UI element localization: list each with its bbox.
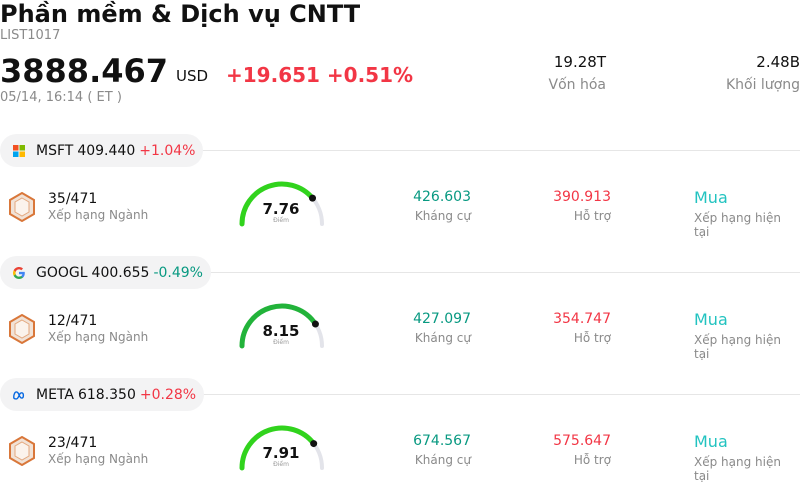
index-price: 3888.467 bbox=[0, 52, 169, 90]
score-gauge bbox=[239, 181, 324, 227]
score-label: Điểm bbox=[273, 339, 289, 346]
support-value: 575.647 bbox=[553, 433, 611, 449]
rank-badge-icon bbox=[9, 436, 35, 466]
score-gauge bbox=[239, 303, 324, 349]
score-gauge-marker bbox=[309, 194, 316, 202]
score-label: Điểm bbox=[273, 217, 289, 224]
industry-rank: 12/471 bbox=[48, 313, 98, 329]
stock-price: 409.440 bbox=[77, 142, 136, 159]
stock-pill-meta[interactable]: META 618.350 +0.28% bbox=[0, 378, 205, 411]
industry-rank-label: Xếp hạng Ngành bbox=[48, 452, 149, 466]
google-logo-icon bbox=[12, 266, 26, 280]
industry-rank: 35/471 bbox=[48, 191, 98, 207]
current-rating-label: Xếp hạng hiện tại bbox=[694, 211, 781, 239]
score-gauge bbox=[239, 425, 324, 471]
industry-rank-label: Xếp hạng Ngành bbox=[48, 208, 149, 222]
index-code: LIST1017 bbox=[0, 28, 61, 43]
score-gauge-marker bbox=[310, 440, 318, 448]
score-value: 8.15 bbox=[262, 322, 300, 340]
stock-change: +1.04% bbox=[139, 142, 196, 159]
page-title: Phần mềm & Dịch vụ CNTT bbox=[0, 0, 361, 28]
score-value: 7.91 bbox=[262, 444, 300, 462]
microsoft-logo-icon bbox=[12, 144, 26, 158]
resistance-value: 427.097 bbox=[413, 311, 471, 327]
market-cap-label: Vốn hóa bbox=[548, 77, 606, 93]
meta-logo-icon bbox=[12, 388, 26, 402]
resistance-label: Kháng cự bbox=[414, 209, 471, 223]
stock-symbol: GOOGL bbox=[36, 264, 88, 281]
support-label: Hỗ trợ bbox=[573, 209, 611, 223]
resistance-value: 426.603 bbox=[413, 189, 471, 205]
current-rating[interactable]: Mua bbox=[694, 310, 728, 329]
volume-label: Khối lượng bbox=[725, 77, 800, 93]
score-gauge-fill bbox=[239, 303, 318, 349]
current-rating[interactable]: Mua bbox=[694, 432, 728, 451]
stock-pill-googl[interactable]: GOOGL 400.655 -0.49% bbox=[0, 256, 211, 289]
section-divider bbox=[200, 272, 800, 273]
market-cap-value: 19.28T bbox=[553, 53, 606, 71]
stock-price: 400.655 bbox=[91, 264, 150, 281]
current-rating-label: Xếp hạng hiện tại bbox=[694, 455, 781, 483]
currency-label: USD bbox=[176, 67, 209, 85]
support-label: Hỗ trợ bbox=[573, 453, 611, 467]
stock-change: +0.28% bbox=[139, 386, 197, 403]
industry-rank: 23/471 bbox=[48, 435, 98, 451]
current-rating-label: Xếp hạng hiện tại bbox=[694, 333, 781, 361]
current-rating[interactable]: Mua bbox=[694, 188, 728, 207]
score-label: Điểm bbox=[273, 461, 289, 468]
score-value: 7.76 bbox=[262, 200, 300, 218]
resistance-label: Kháng cự bbox=[414, 453, 471, 467]
resistance-label: Kháng cự bbox=[414, 331, 471, 345]
stock-symbol: META bbox=[36, 386, 74, 403]
stock-pill-msft[interactable]: MSFT 409.440 +1.04% bbox=[0, 134, 204, 167]
score-gauge-fill bbox=[239, 425, 317, 471]
industry-rank-label: Xếp hạng Ngành bbox=[48, 330, 149, 344]
volume-value: 2.48B bbox=[756, 53, 800, 71]
section-divider bbox=[200, 150, 800, 151]
score-gauge-marker bbox=[311, 320, 319, 328]
support-value: 354.747 bbox=[553, 311, 611, 327]
resistance-value: 674.567 bbox=[413, 433, 471, 449]
stock-price: 618.350 bbox=[77, 386, 136, 403]
rank-badge-icon bbox=[9, 192, 35, 222]
rank-badge-icon bbox=[9, 314, 35, 344]
support-value: 390.913 bbox=[553, 189, 611, 205]
score-gauge-fill bbox=[239, 181, 315, 227]
support-label: Hỗ trợ bbox=[573, 331, 611, 345]
timestamp: 05/14, 16:14 ( ET ) bbox=[0, 90, 122, 105]
section-divider bbox=[200, 394, 800, 395]
stock-symbol: MSFT bbox=[36, 142, 74, 159]
stock-change: -0.49% bbox=[153, 264, 203, 281]
index-change: +19.651 +0.51% bbox=[226, 63, 414, 87]
